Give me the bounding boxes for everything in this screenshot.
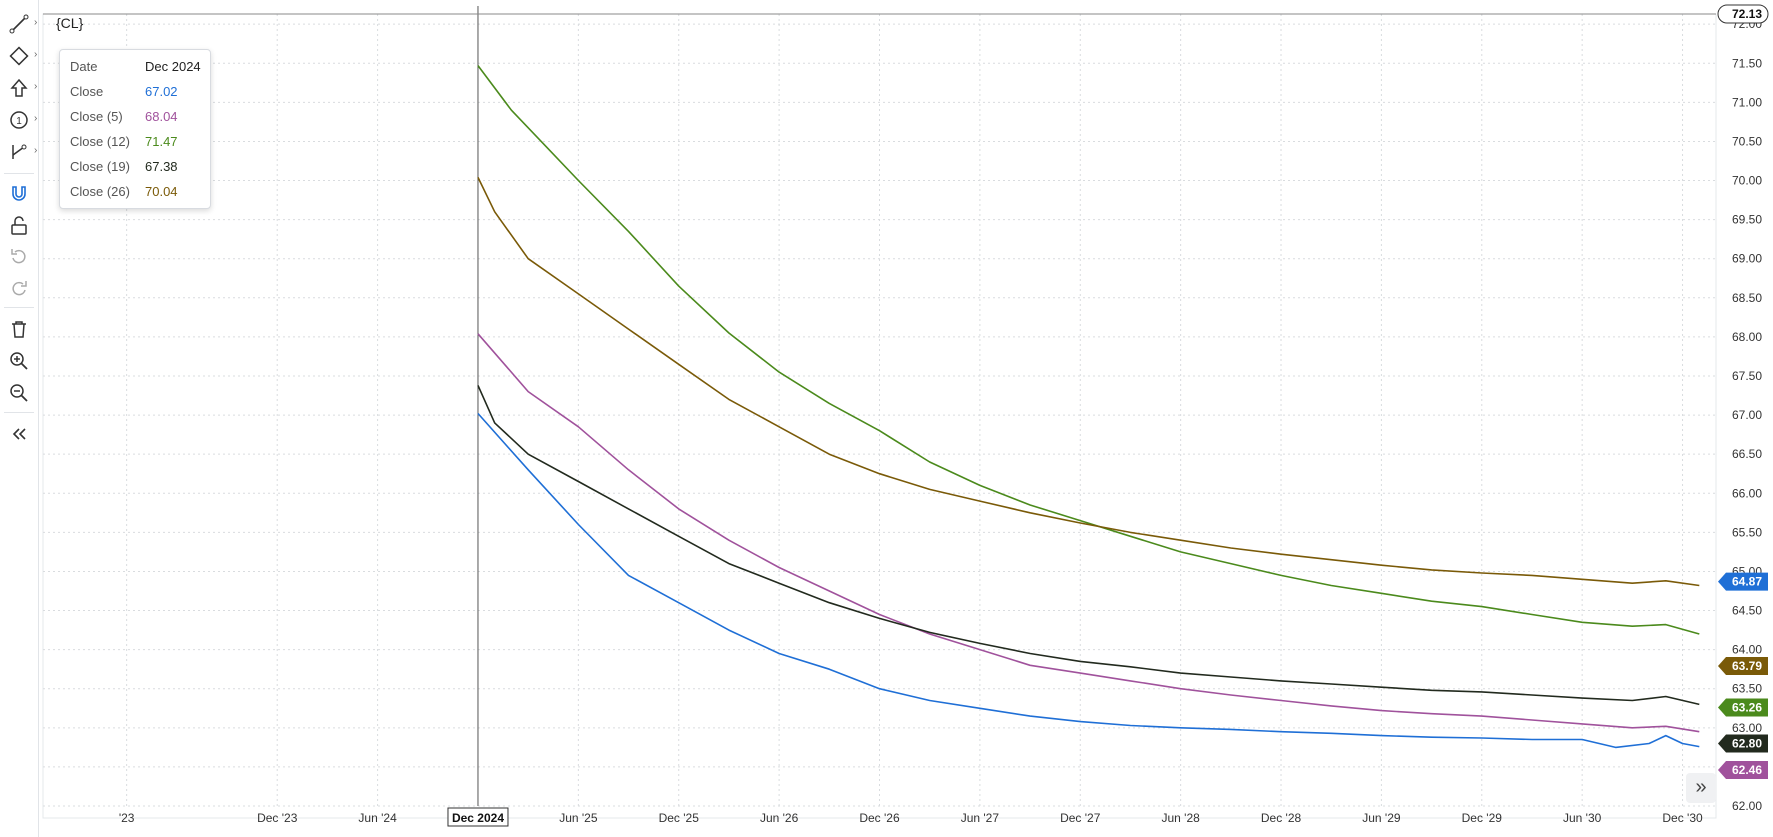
last-price-label: 62.80	[1732, 736, 1762, 750]
tooltip-key: Date	[70, 59, 98, 74]
tooltip-row: Date Dec 2024	[60, 54, 210, 79]
undo-icon[interactable]	[8, 246, 30, 268]
submenu-arrow-icon[interactable]: ›	[34, 113, 38, 124]
svg-text:1: 1	[16, 116, 22, 127]
submenu-arrow-icon[interactable]: ›	[34, 81, 38, 92]
zoom-out-icon[interactable]	[8, 382, 30, 404]
y-tick-label: 64.50	[1732, 604, 1762, 618]
x-tick-label: Jun '29	[1362, 811, 1401, 825]
tooltip-row: Close 67.02	[60, 79, 210, 104]
trash-icon[interactable]	[8, 318, 30, 340]
last-price-tag	[1718, 761, 1768, 780]
last-price-label: 62.46	[1732, 763, 1762, 777]
tooltip-key: Close (5)	[70, 109, 123, 124]
x-tick-label: Dec '30	[1662, 811, 1703, 825]
toolbar-divider	[4, 173, 34, 174]
y-tick-label: 64.00	[1732, 643, 1762, 657]
toolbar-divider	[4, 412, 34, 413]
series-line-close-26[interactable]	[477, 177, 1700, 587]
x-tick-label: '23	[119, 811, 135, 825]
tooltip-key: Close (12)	[70, 134, 130, 149]
y-tick-label: 70.50	[1732, 134, 1762, 148]
x-tick-label: Dec '27	[1060, 811, 1101, 825]
tooltip-value: 68.04	[145, 109, 178, 124]
number-tool-icon[interactable]: 1 ›	[8, 109, 37, 131]
arrow-tool-icon[interactable]: ›	[8, 77, 37, 99]
x-tick-label: Jun '27	[961, 811, 1000, 825]
last-price-label: 64.87	[1732, 575, 1762, 589]
tooltip-key: Close	[70, 84, 104, 99]
submenu-arrow-icon[interactable]: ›	[34, 145, 38, 156]
series-line-close-19[interactable]	[477, 385, 1700, 706]
symbol-label: {CL}	[56, 15, 84, 31]
crosshair-price-box	[1717, 4, 1769, 24]
x-tick-label: Dec '25	[659, 811, 700, 825]
last-price-label: 63.79	[1732, 659, 1762, 673]
last-price-tag	[1718, 657, 1768, 676]
line-tool-icon[interactable]: ›	[8, 13, 37, 35]
x-tick-label: Dec '28	[1261, 811, 1302, 825]
y-tick-label: 67.50	[1732, 369, 1762, 383]
tooltip-row: Close (12) 71.47	[60, 129, 210, 154]
collapse-icon[interactable]	[8, 423, 30, 445]
last-price-tag	[1718, 734, 1768, 753]
tooltip-value: 67.02	[145, 84, 178, 99]
y-tick-label: 69.00	[1732, 252, 1762, 266]
series-line-close-5[interactable]	[477, 333, 1700, 733]
x-tick-label: Jun '25	[559, 811, 598, 825]
crosshair-price-label: 72.13	[1732, 7, 1762, 21]
y-tick-label: 65.50	[1732, 525, 1762, 539]
x-tick-label: Jun '30	[1563, 811, 1602, 825]
y-tick-label: 69.50	[1732, 213, 1762, 227]
last-price-tag	[1718, 572, 1768, 591]
last-price-label: 63.26	[1732, 700, 1762, 714]
shape-tool-icon[interactable]: ›	[8, 45, 37, 67]
tooltip-key: Close (19)	[70, 159, 130, 174]
series-line-close[interactable]	[477, 412, 1700, 749]
data-tooltip: Date Dec 2024 Close 67.02 Close (5) 68.04 Clos…	[59, 49, 211, 209]
series-line-close-12[interactable]	[477, 65, 1700, 635]
y-tick-label: 62.00	[1732, 799, 1762, 813]
y-tick-label: 63.50	[1732, 682, 1762, 696]
y-tick-label: 71.00	[1732, 95, 1762, 109]
unlock-icon[interactable]	[8, 215, 30, 237]
submenu-arrow-icon[interactable]: ›	[34, 17, 38, 28]
y-tick-label: 67.00	[1732, 408, 1762, 422]
submenu-arrow-icon[interactable]: ›	[34, 49, 38, 60]
y-tick-label: 66.00	[1732, 486, 1762, 500]
y-tick-label: 63.00	[1732, 721, 1762, 735]
x-tick-label: Dec '23	[257, 811, 298, 825]
zoom-in-icon[interactable]	[8, 350, 30, 372]
x-axis-crosshair-label: Dec 2024	[452, 811, 504, 825]
redo-icon[interactable]	[8, 278, 30, 300]
tooltip-value: 70.04	[145, 184, 178, 199]
y-tick-label: 71.50	[1732, 56, 1762, 70]
x-axis-crosshair-box	[447, 807, 509, 827]
x-tick-label: Jun '28	[1161, 811, 1200, 825]
drawing-toolbar: › › › 1 › ›	[0, 0, 39, 837]
tooltip-value: 71.47	[145, 134, 178, 149]
y-tick-label: 66.50	[1732, 447, 1762, 461]
y-tick-label: 70.00	[1732, 174, 1762, 188]
tooltip-key: Close (26)	[70, 184, 130, 199]
x-tick-label: Jun '24	[358, 811, 397, 825]
x-tick-label: Jun '26	[760, 811, 799, 825]
tooltip-value: 67.38	[145, 159, 178, 174]
y-tick-label: 68.00	[1732, 330, 1762, 344]
last-price-tag	[1718, 698, 1768, 717]
toolbar-divider	[4, 307, 34, 308]
tooltip-row: Close (26) 70.04	[60, 179, 210, 204]
magnet-icon[interactable]	[8, 183, 30, 205]
scroll-to-latest-button[interactable]: »	[1686, 773, 1716, 803]
x-tick-label: Dec '26	[859, 811, 900, 825]
tooltip-row: Close (5) 68.04	[60, 104, 210, 129]
y-tick-label: 68.50	[1732, 291, 1762, 305]
measure-tool-icon[interactable]: ›	[8, 141, 37, 163]
x-tick-label: Dec '29	[1462, 811, 1503, 825]
tooltip-row: Close (19) 67.38	[60, 154, 210, 179]
tooltip-value: Dec 2024	[145, 59, 201, 74]
